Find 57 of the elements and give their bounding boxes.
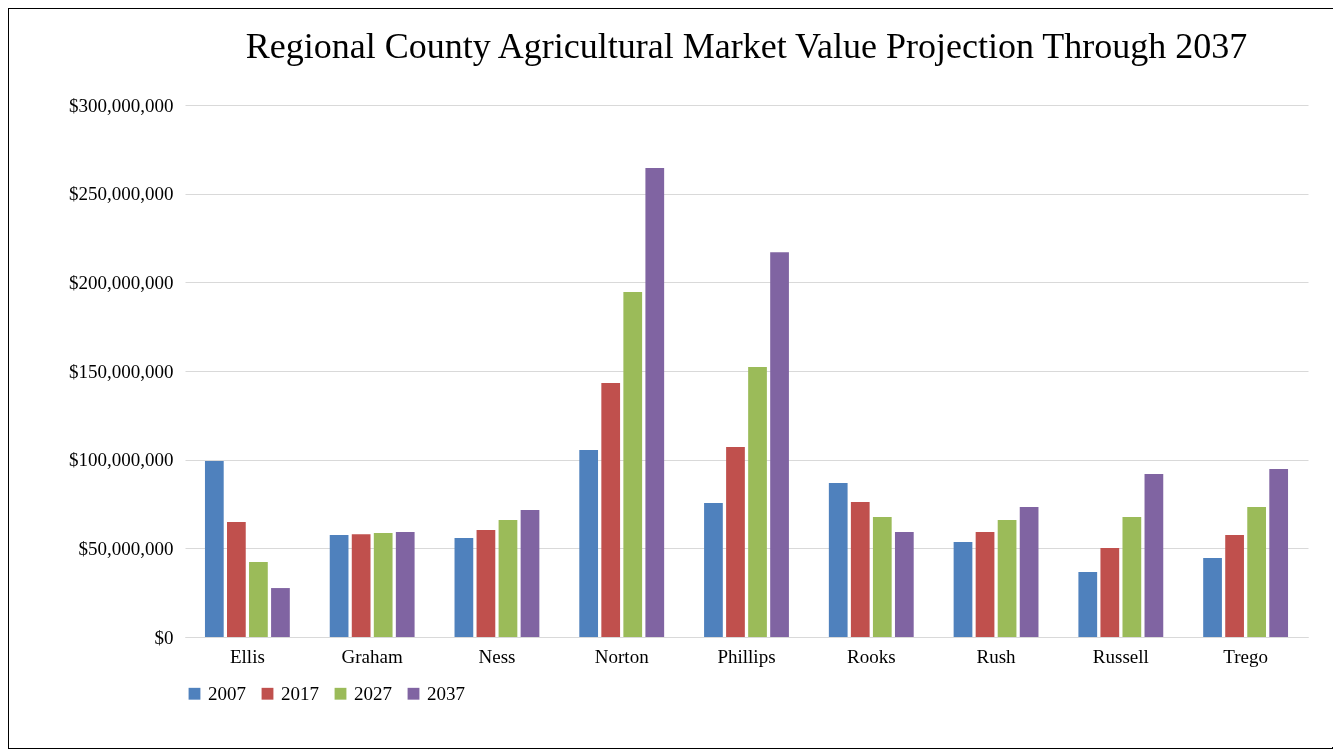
x-tick-label: Graham [341,645,403,667]
y-tick-label: $300,000,000 [69,94,174,116]
y-tick-label: $100,000,000 [69,449,174,471]
bar [894,532,914,637]
x-tick-label: Trego [1223,645,1268,667]
y-tick-label: $50,000,000 [78,537,174,559]
x-tick-label: Russell [1092,645,1149,667]
bar [997,519,1017,637]
bar [204,460,224,637]
bar [227,521,246,637]
bar [645,167,665,637]
legend-label: 2037 [427,682,465,704]
x-tick-label: Rush [976,645,1017,667]
bar [498,519,518,637]
bar [1144,474,1164,637]
bar [476,530,496,637]
legend-label: 2007 [208,682,246,704]
bar [373,532,393,637]
x-tick-label: Ness [478,645,516,667]
bar [395,532,415,637]
bar [770,252,789,637]
y-tick-label: $250,000,000 [69,183,174,205]
bar [351,534,371,637]
legend-label: 2017 [281,682,319,704]
legend-label: 2027 [354,682,392,704]
bar [704,502,723,637]
bar [601,382,621,637]
y-tick-label: $0 [154,626,174,648]
bar [1122,516,1142,637]
bar [249,561,268,637]
bar [1203,557,1222,637]
bar [1100,547,1120,637]
x-tick-label: Phillips [717,645,776,667]
bar [975,532,995,637]
bar [579,449,599,637]
bar [1269,468,1289,637]
bar [748,366,767,637]
bar [850,502,870,637]
bar [271,588,290,637]
bar [454,538,474,637]
y-tick-label: $200,000,000 [69,271,174,293]
bar [726,446,745,637]
bar [872,516,892,637]
chart-title: Regional County Agricultural Market Value Projection Through 2037 [245,26,1248,66]
bar [1078,571,1098,637]
bar [828,482,848,637]
bar [1225,535,1244,637]
bar [1247,507,1266,637]
bar [953,541,973,637]
y-tick-label: $150,000,000 [69,360,174,382]
bar [1019,507,1039,637]
x-tick-label: Norton [594,645,650,667]
bar [329,535,349,637]
bar [520,510,540,637]
x-tick-label: Ellis [229,645,265,667]
bar [623,291,643,637]
x-tick-label: Rooks [846,645,896,667]
